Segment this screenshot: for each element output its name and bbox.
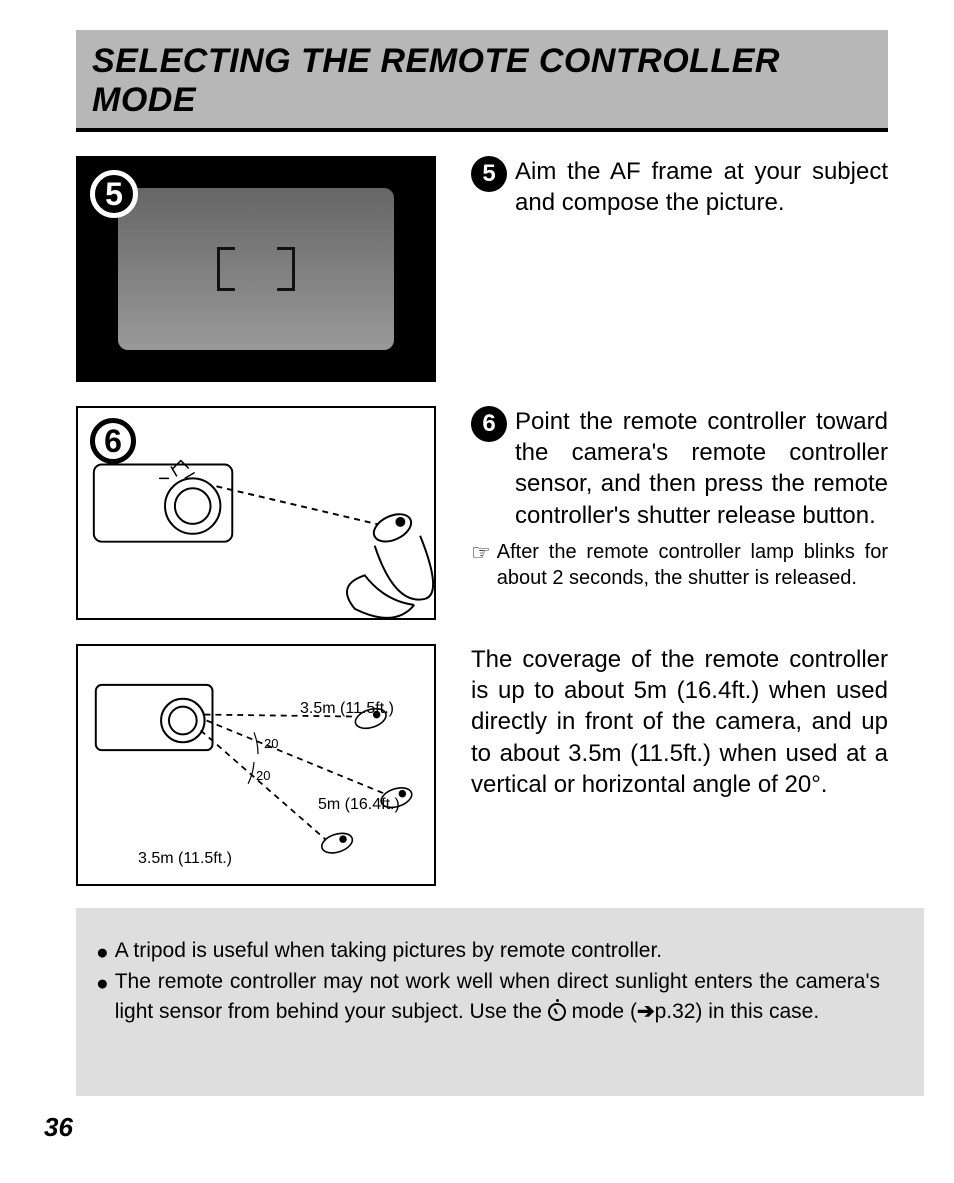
pointing-hand-icon: ☞ (471, 539, 491, 591)
page-title: SELECTING THE REMOTE CONTROLLER MODE (92, 42, 872, 120)
footer-note-2: ● The remote controller may not work wel… (96, 967, 880, 1026)
step-6-note: ☞ After the remote controller lamp blink… (471, 539, 888, 591)
figure-step-5: 5 (76, 156, 436, 382)
af-bracket-right (277, 247, 295, 291)
figure-coverage: 3.5m (11.5ft.) 5m (16.4ft.) 3.5m (11.5ft… (76, 644, 436, 886)
step-5-row: 5 5 Aim the AF frame at your subject and… (76, 156, 888, 382)
footer-note-1: ● A tripod is useful when taking picture… (96, 936, 880, 967)
title-bar: SELECTING THE REMOTE CONTROLLER MODE (76, 30, 888, 132)
bullet-icon: ● (96, 967, 115, 1026)
figure-badge-5: 5 (90, 170, 138, 218)
footer-note-2-body: The remote controller may not work well … (115, 970, 880, 1022)
footer-note-1-text: A tripod is useful when taking pictures … (115, 936, 662, 967)
viewfinder-photo (118, 188, 394, 350)
self-timer-icon (548, 1003, 566, 1021)
footer-note-2-text: The remote controller may not work well … (115, 967, 880, 1026)
label-upper-distance: 3.5m (11.5ft.) (300, 700, 394, 718)
label-front-distance: 5m (16.4ft.) (318, 796, 400, 814)
page-number: 36 (44, 1112, 73, 1143)
label-lower-distance: 3.5m (11.5ft.) (138, 850, 232, 868)
step-number-5: 5 (471, 156, 507, 192)
footer-notes: ● A tripod is useful when taking picture… (76, 908, 924, 1096)
coverage-row: 3.5m (11.5ft.) 5m (16.4ft.) 3.5m (11.5ft… (76, 644, 888, 886)
figure-step-6: 6 (76, 406, 436, 620)
step-6-text: Point the remote controller toward the c… (515, 406, 888, 531)
figure-badge-6: 6 (90, 418, 136, 464)
label-angle-lower: 20 (256, 768, 270, 783)
step-6-row: 6 6 Point the remote controller (76, 406, 888, 620)
af-bracket-left (217, 247, 235, 291)
label-angle-upper: 20 (264, 736, 278, 751)
arrow-icon: ➔ (637, 1000, 655, 1023)
bullet-icon: ● (96, 936, 115, 967)
step-5-text: Aim the AF frame at your subject and com… (515, 156, 888, 218)
coverage-drawing (78, 644, 434, 886)
step-number-6: 6 (471, 406, 507, 442)
step-6-note-text: After the remote controller lamp blinks … (497, 539, 888, 591)
coverage-text: The coverage of the remote controller is… (471, 644, 888, 800)
